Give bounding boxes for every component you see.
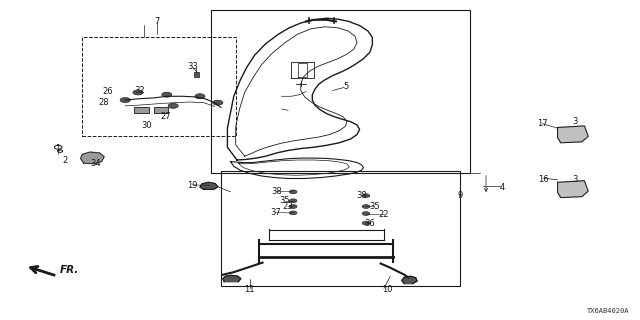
Circle shape — [362, 212, 370, 215]
Text: 4: 4 — [499, 183, 504, 192]
Circle shape — [195, 94, 205, 99]
Bar — [83, 37, 236, 136]
Polygon shape — [223, 275, 241, 282]
Text: 34: 34 — [90, 159, 100, 168]
Text: 37: 37 — [270, 208, 281, 217]
Text: 27: 27 — [160, 112, 171, 121]
Circle shape — [289, 204, 297, 208]
Text: 2: 2 — [62, 156, 67, 164]
Text: 38: 38 — [356, 190, 367, 200]
Text: 11: 11 — [244, 284, 255, 293]
Circle shape — [168, 103, 178, 108]
Circle shape — [289, 211, 297, 215]
Text: 26: 26 — [102, 87, 113, 96]
Text: 35: 35 — [280, 196, 290, 205]
Circle shape — [362, 194, 370, 197]
Text: 23: 23 — [283, 202, 293, 211]
Text: 3: 3 — [573, 117, 578, 126]
Circle shape — [162, 92, 172, 97]
Bar — [134, 107, 150, 113]
Text: 7: 7 — [154, 17, 160, 26]
Polygon shape — [402, 276, 417, 284]
Text: 10: 10 — [382, 284, 392, 293]
Text: 28: 28 — [99, 98, 109, 107]
Circle shape — [120, 98, 131, 103]
Polygon shape — [200, 182, 218, 189]
Text: 36: 36 — [364, 219, 375, 228]
Text: 22: 22 — [379, 210, 389, 219]
Polygon shape — [557, 181, 588, 197]
Text: 16: 16 — [538, 175, 549, 184]
Text: 38: 38 — [271, 187, 282, 196]
Circle shape — [133, 90, 143, 95]
Polygon shape — [81, 152, 104, 164]
Text: 33: 33 — [187, 61, 198, 70]
Text: TX6AB4020A: TX6AB4020A — [588, 308, 630, 314]
Circle shape — [289, 199, 297, 203]
Bar — [221, 171, 461, 286]
Text: 32: 32 — [134, 86, 145, 95]
Polygon shape — [557, 126, 588, 143]
Text: FR.: FR. — [60, 265, 79, 275]
Circle shape — [289, 190, 297, 194]
Bar — [193, 72, 198, 77]
Text: 17: 17 — [537, 119, 548, 128]
Text: 3: 3 — [573, 175, 578, 184]
Circle shape — [362, 204, 370, 208]
Text: 19: 19 — [187, 181, 198, 190]
Circle shape — [212, 100, 223, 105]
Bar — [211, 10, 470, 173]
Text: 30: 30 — [141, 121, 152, 130]
Text: 1: 1 — [56, 144, 61, 153]
Text: 35: 35 — [369, 202, 380, 211]
Text: 5: 5 — [343, 82, 348, 91]
Circle shape — [362, 221, 370, 225]
Text: 9: 9 — [458, 190, 463, 200]
Bar — [154, 107, 168, 113]
